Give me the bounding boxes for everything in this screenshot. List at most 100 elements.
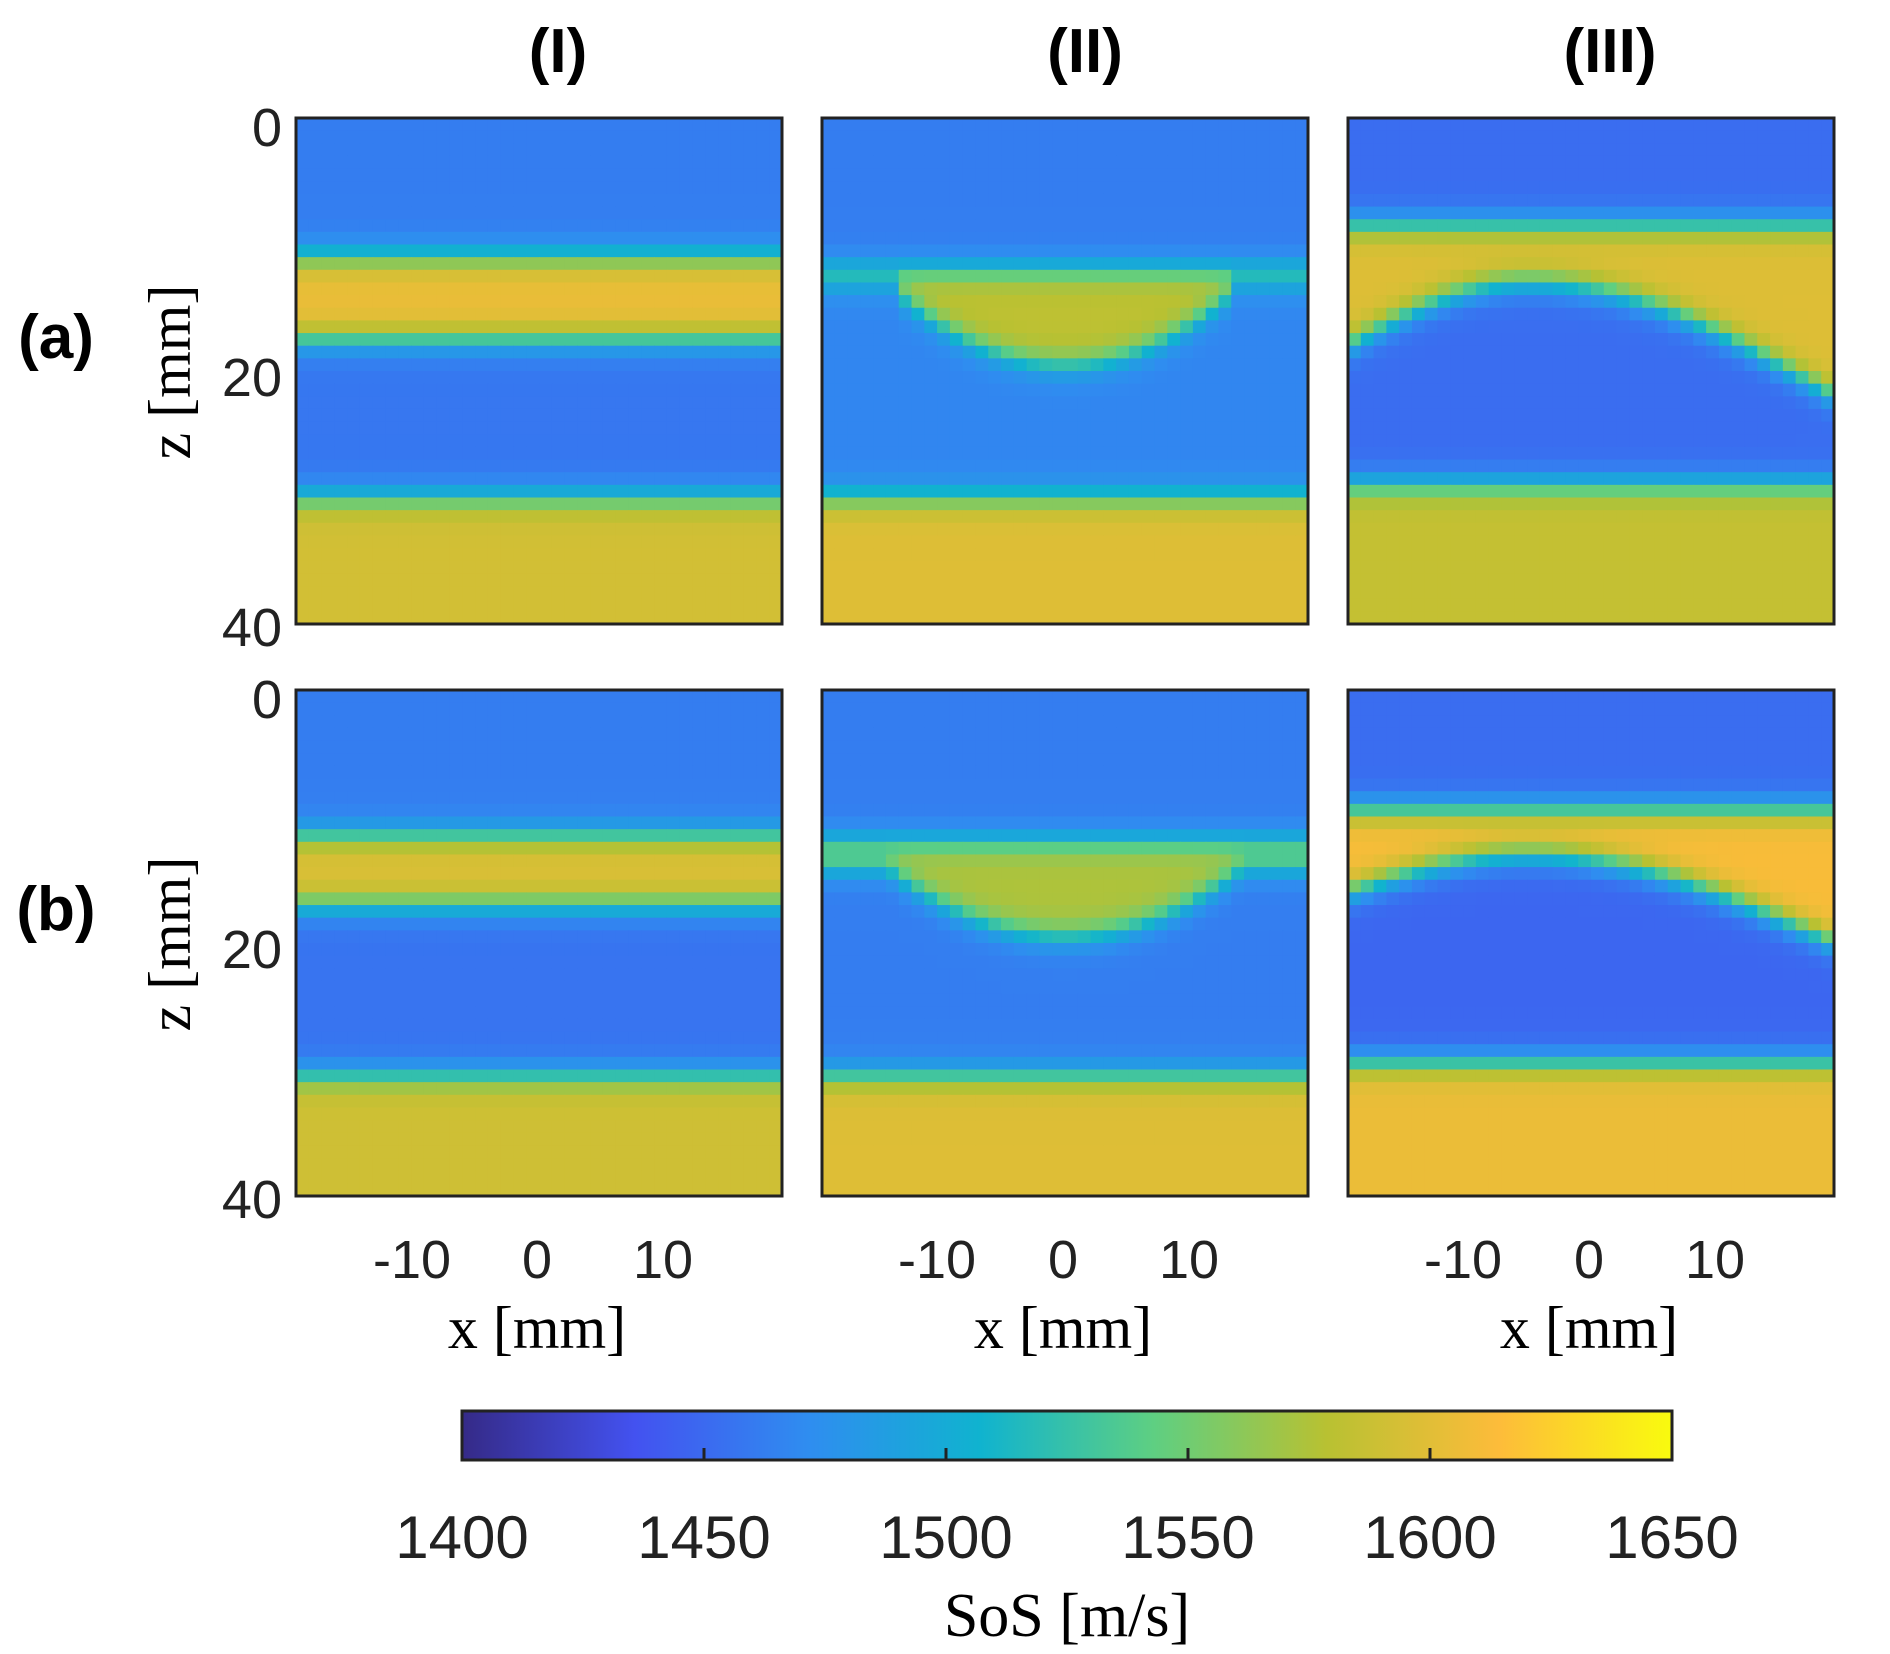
heatmap-cell — [1001, 560, 1015, 574]
heatmap-cell — [1282, 383, 1296, 397]
heatmap-cell — [1180, 598, 1194, 612]
heatmap-cell — [321, 459, 335, 473]
heatmap-cell — [962, 421, 977, 435]
heatmap-cell — [1001, 408, 1015, 423]
heatmap-cell — [1718, 371, 1733, 385]
heatmap-cell — [577, 586, 591, 600]
heatmap-cell — [1629, 522, 1643, 537]
heatmap-cell — [1013, 295, 1028, 309]
heatmap-cell — [577, 257, 591, 271]
heatmap-cell — [1154, 573, 1168, 587]
heatmap-cell — [1154, 244, 1168, 258]
heatmap-cell — [398, 816, 412, 830]
heatmap-cell — [1616, 295, 1630, 309]
heatmap-cell — [1065, 295, 1079, 309]
heatmap-cell — [860, 611, 874, 625]
heatmap-cell — [564, 560, 578, 574]
heatmap-cell — [1052, 586, 1066, 600]
heatmap-cell — [666, 408, 681, 423]
heatmap-cell — [1616, 244, 1630, 258]
heatmap-cell — [449, 702, 463, 716]
heatmap-cell — [1693, 307, 1707, 321]
heatmap-cell — [718, 155, 732, 170]
heatmap-cell — [911, 548, 925, 562]
heatmap-cell — [1231, 560, 1245, 574]
heatmap-cell — [1295, 510, 1309, 524]
heatmap-cell — [1411, 118, 1426, 132]
heatmap-cell — [1424, 510, 1439, 524]
heatmap-cell — [564, 244, 578, 258]
heatmap-cell — [436, 371, 451, 385]
heatmap-cell — [628, 421, 642, 435]
heatmap-cell — [1154, 548, 1168, 562]
heatmap-cell — [564, 421, 578, 435]
heatmap-cell — [666, 269, 681, 284]
heatmap-cell — [666, 472, 681, 486]
heatmap-cell — [1603, 307, 1618, 321]
heatmap-cell — [924, 371, 938, 385]
heatmap-cell — [885, 396, 900, 410]
heatmap-cell — [462, 690, 476, 704]
heatmap-cell — [756, 219, 770, 233]
heatmap-cell — [654, 295, 668, 309]
heatmap-cell — [462, 598, 476, 612]
heatmap-cell — [1757, 130, 1771, 144]
heatmap-cell — [654, 740, 668, 754]
heatmap-cell — [1514, 358, 1528, 372]
heatmap-cell — [1065, 143, 1079, 157]
heatmap-cell — [705, 282, 719, 296]
heatmap-cell — [1180, 345, 1194, 359]
heatmap-cell — [1744, 206, 1758, 220]
heatmap-cell — [1565, 130, 1579, 144]
heatmap-cell — [1488, 168, 1503, 182]
heatmap-cell — [679, 168, 694, 182]
heatmap-cell — [1501, 535, 1515, 549]
heatmap-cell — [449, 753, 463, 767]
heatmap-cell — [602, 715, 617, 729]
heatmap-cell — [988, 396, 1002, 410]
heatmap-cell — [641, 181, 655, 195]
heatmap-cell — [988, 497, 1002, 511]
heatmap-cell — [423, 598, 438, 612]
heatmap-cell — [975, 320, 989, 334]
heatmap-cell — [602, 586, 617, 600]
heatmap-cell — [385, 244, 399, 258]
heatmap-cell — [1795, 548, 1810, 562]
heatmap-cell — [1295, 586, 1309, 600]
heatmap-cell — [1039, 320, 1053, 334]
heatmap-cell — [1552, 396, 1567, 410]
heatmap-cell — [1282, 535, 1296, 549]
heatmap-cell — [1295, 497, 1309, 511]
heatmap-cell — [975, 434, 989, 448]
heatmap-cell — [1693, 118, 1707, 132]
heatmap-cell — [885, 155, 900, 170]
heatmap-cell — [1757, 168, 1771, 182]
heatmap-cell — [1424, 231, 1439, 246]
heatmap-cell — [308, 371, 323, 385]
heatmap-cell — [1616, 586, 1630, 600]
heatmap-cell — [551, 155, 566, 170]
heatmap-cell — [1488, 143, 1503, 157]
heatmap-cell — [475, 690, 489, 704]
heatmap-cell — [1026, 244, 1041, 258]
heatmap-cell — [885, 295, 900, 309]
heatmap-cell — [1693, 408, 1707, 423]
heatmap-cell — [487, 740, 502, 754]
heatmap-cell — [347, 383, 361, 397]
heatmap-cell — [1629, 560, 1643, 574]
heatmap-cell — [513, 219, 527, 233]
heatmap-cell — [654, 257, 668, 271]
heatmap-cell — [1731, 155, 1746, 170]
heatmap-cell — [847, 560, 861, 574]
heatmap-cell — [334, 715, 348, 729]
heatmap-cell — [898, 383, 913, 397]
heatmap-cell — [1065, 320, 1079, 334]
heatmap-cell — [756, 765, 770, 780]
heatmap-cell — [1154, 181, 1168, 195]
heatmap-cell — [1450, 168, 1464, 182]
heatmap-cell — [1411, 522, 1426, 537]
heatmap-cell — [743, 408, 758, 423]
heatmap-cell — [1001, 155, 1015, 170]
heatmap-cell — [462, 727, 476, 742]
heatmap-cell — [1654, 219, 1669, 233]
